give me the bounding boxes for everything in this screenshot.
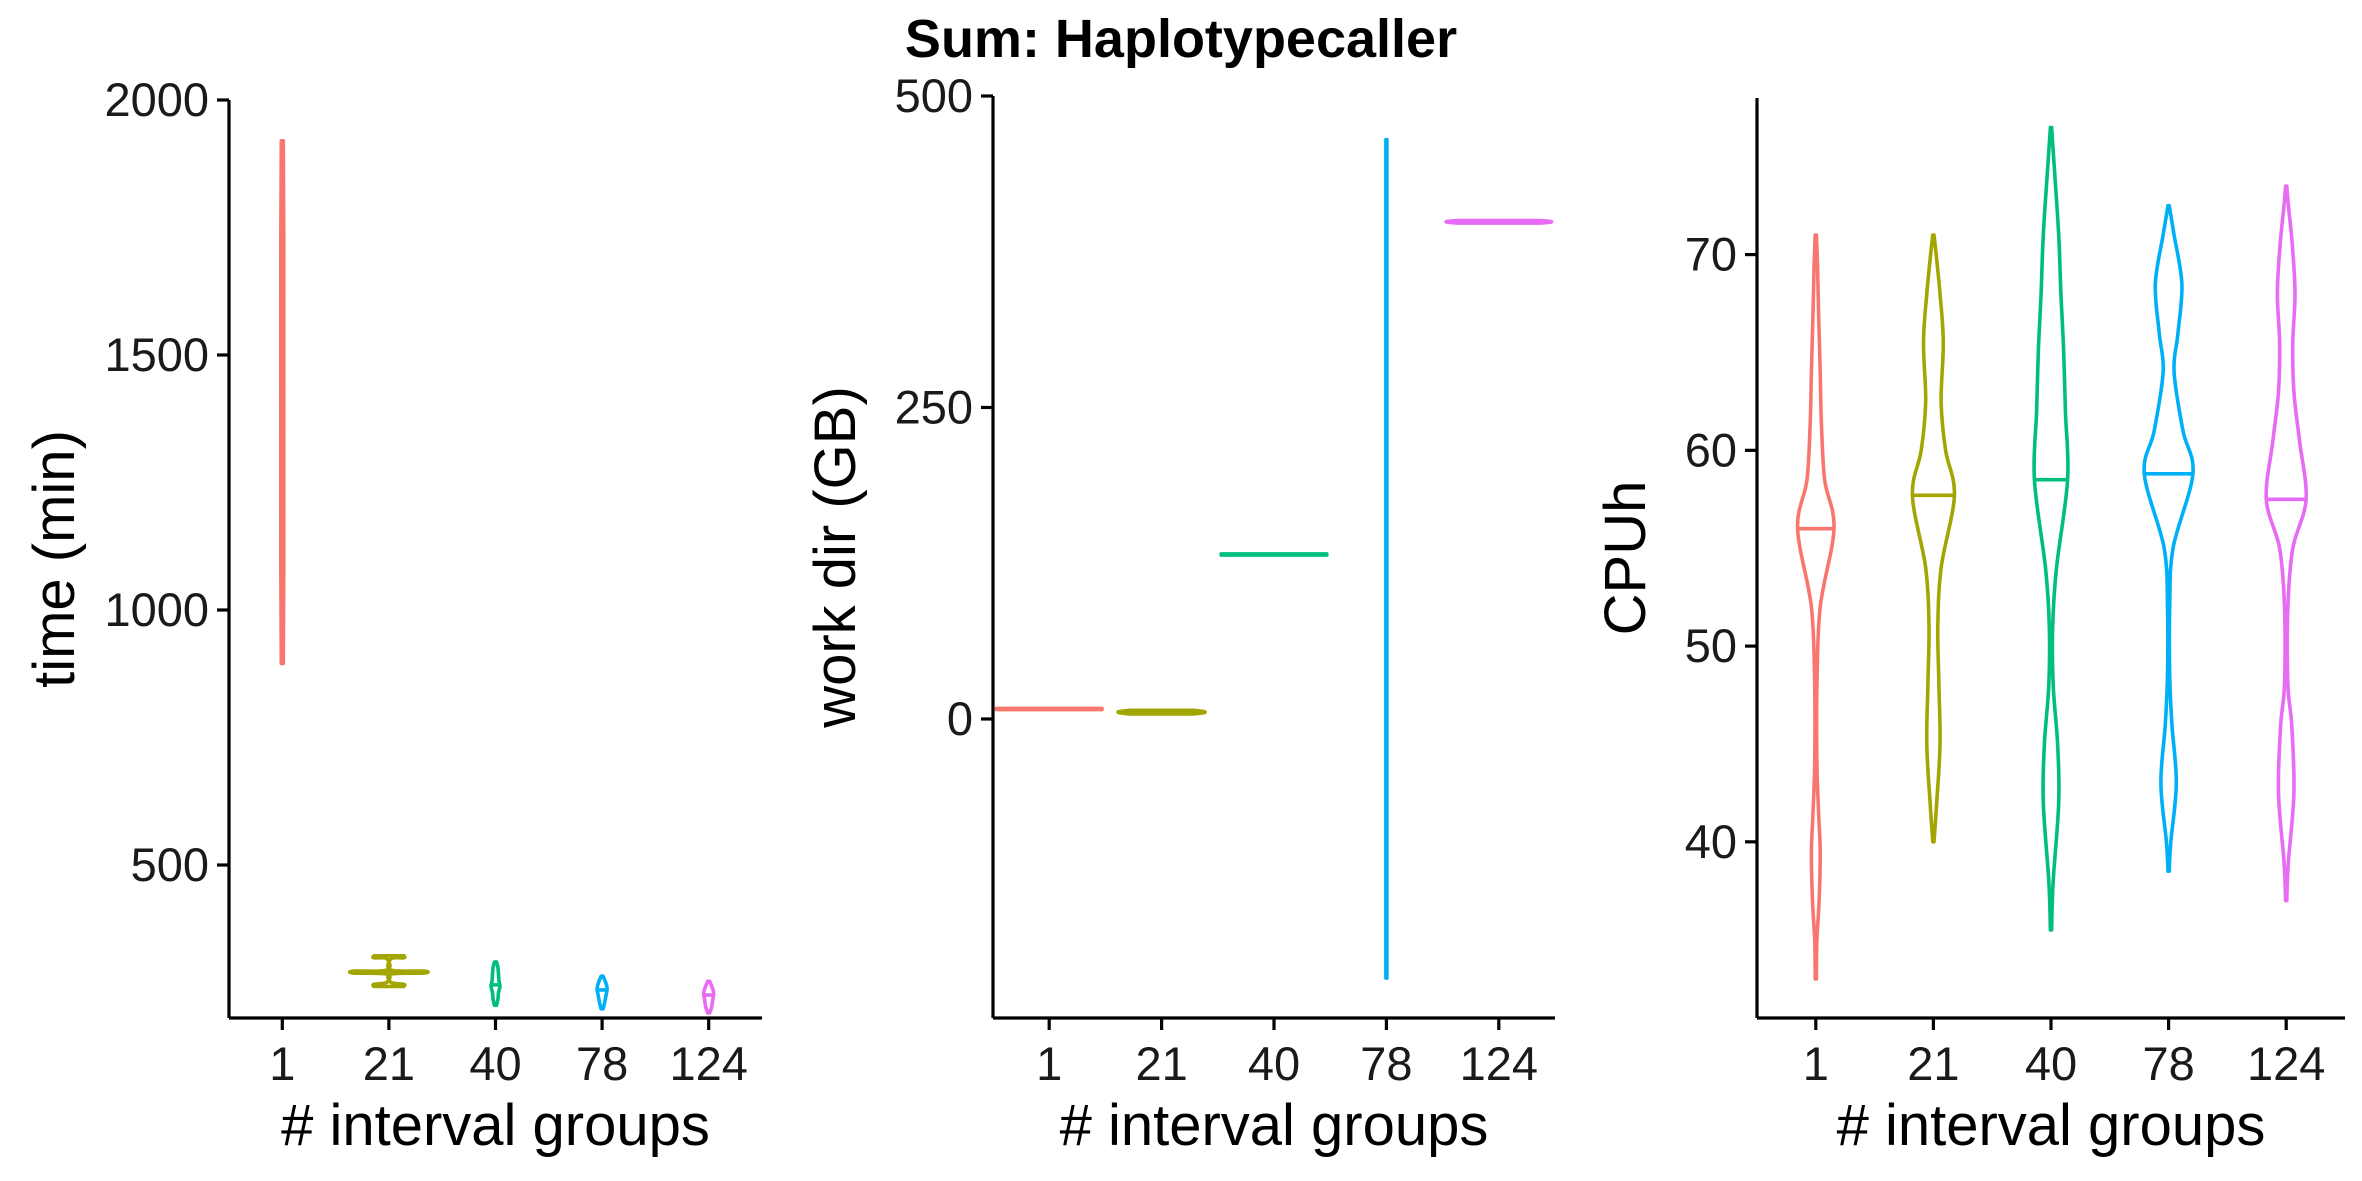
- x-tick-label: 78: [576, 1037, 628, 1090]
- violin-78: [1384, 137, 1389, 980]
- x-tick-label: 78: [1360, 1037, 1412, 1090]
- panel-3: 40 50 60 70 1 21 40 78 124# interval groups CPUh: [1593, 98, 2345, 1158]
- violin-40: [1219, 552, 1329, 557]
- x-axis-title: # interval groups: [1837, 1093, 2266, 1158]
- x-tick-label: 21: [363, 1037, 415, 1090]
- x-tick-label: 40: [469, 1037, 521, 1090]
- y-tick-label: 1500: [104, 328, 209, 381]
- x-axis-title: # interval groups: [1060, 1093, 1489, 1158]
- violin-1: [1795, 233, 1836, 981]
- x-tick-label: 124: [669, 1037, 747, 1090]
- violin-40: [2032, 125, 2070, 932]
- violin-124: [2264, 184, 2309, 903]
- y-tick-label: 70: [1685, 228, 1737, 281]
- x-tick-label: 21: [1135, 1037, 1187, 1090]
- violin-21: [1116, 708, 1207, 716]
- violin-124: [1444, 218, 1554, 225]
- violin-outline: [1910, 233, 1957, 844]
- x-tick-label: 78: [2142, 1037, 2194, 1090]
- violin-21: [347, 954, 430, 989]
- y-tick-label: 500: [131, 838, 209, 891]
- violin-outline: [2142, 203, 2195, 873]
- y-axis-title: CPUh: [1593, 481, 1658, 636]
- violin-outline: [2032, 125, 2070, 932]
- violin-outline: [489, 960, 502, 1008]
- violin-outline: [347, 954, 430, 989]
- y-tick-label: 1000: [104, 583, 209, 636]
- violin-outline: [1116, 708, 1207, 716]
- y-tick-label: 40: [1685, 815, 1737, 868]
- y-tick-label: 2000: [104, 73, 209, 126]
- violin-outline: [2264, 184, 2309, 903]
- x-tick-label: 40: [2025, 1037, 2077, 1090]
- violin-1: [994, 706, 1104, 712]
- violin-outline: [278, 139, 286, 666]
- y-tick-label: 0: [947, 692, 973, 745]
- y-tick-label: 500: [895, 69, 973, 122]
- violin-40: [489, 960, 502, 1008]
- x-tick-label: 124: [2247, 1037, 2325, 1090]
- y-tick-label: 50: [1685, 619, 1737, 672]
- y-tick-label: 60: [1685, 423, 1737, 476]
- violin-outline: [595, 974, 609, 1011]
- violin-78: [2142, 203, 2195, 873]
- violin-1: [278, 139, 286, 666]
- x-axis-title: # interval groups: [281, 1093, 710, 1158]
- y-axis-title: time (min): [22, 430, 87, 688]
- x-tick-label: 1: [1803, 1037, 1829, 1090]
- violin-124: [701, 979, 716, 1015]
- x-tick-label: 40: [1248, 1037, 1300, 1090]
- x-tick-label: 21: [1907, 1037, 1959, 1090]
- chart-title: Sum: Haplotypecaller: [904, 9, 1458, 69]
- panel-2: 0 250 500 1 21 40 78 124# interval groups work d…: [803, 69, 1555, 1158]
- violin-78: [595, 974, 609, 1011]
- panel-1: 500 1000 1500 2000 1 21 40 78 124# interval grou…: [22, 73, 762, 1158]
- x-tick-label: 1: [269, 1037, 295, 1090]
- y-tick-label: 250: [895, 380, 973, 433]
- y-axis-title: work dir (GB): [803, 386, 868, 729]
- x-tick-label: 1: [1036, 1037, 1062, 1090]
- violin-21: [1910, 233, 1957, 844]
- x-tick-label: 124: [1460, 1037, 1538, 1090]
- violin-outline: [1795, 233, 1836, 981]
- violin-outline: [701, 979, 716, 1015]
- violin-outline: [1384, 137, 1389, 980]
